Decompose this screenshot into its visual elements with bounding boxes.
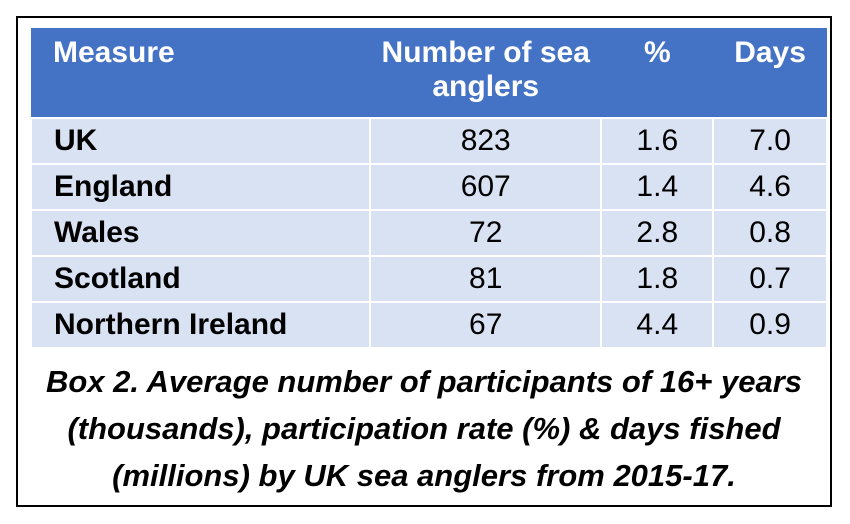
row-label: Scotland	[29, 255, 372, 303]
percent-cell: 4.4	[600, 301, 715, 349]
percent-cell: 1.6	[600, 117, 715, 165]
sea-anglers-table: Measure Number of sea anglers % Days UK …	[29, 28, 828, 349]
header-measure: Measure	[31, 28, 371, 118]
percent-cell: 1.8	[600, 255, 715, 303]
table-row: Wales 72 2.8 0.8	[29, 209, 828, 257]
row-label: Northern Ireland	[29, 301, 372, 349]
caption-line: (millions) by UK sea anglers from 2015-1…	[112, 458, 736, 493]
row-label: Wales	[29, 209, 372, 257]
days-cell: 7.0	[712, 117, 828, 165]
table-row: UK 823 1.6 7.0	[29, 117, 828, 165]
caption-line: (thousands), participation rate (%) & da…	[67, 411, 781, 446]
days-cell: 4.6	[712, 163, 828, 211]
percent-cell: 2.8	[600, 209, 715, 257]
header-days: Days	[713, 28, 827, 118]
number-cell: 67	[369, 301, 603, 349]
header-row: Measure Number of sea anglers % Days	[31, 28, 827, 118]
table-row: Scotland 81 1.8 0.7	[29, 255, 828, 303]
table-frame: Measure Number of sea anglers % Days UK …	[16, 16, 832, 507]
row-label: England	[29, 163, 372, 211]
days-cell: 0.7	[712, 255, 828, 303]
table-caption: Box 2. Average number of participants of…	[18, 358, 830, 499]
number-cell: 72	[369, 209, 603, 257]
table-row: Northern Ireland 67 4.4 0.9	[29, 301, 828, 349]
number-cell: 81	[369, 255, 603, 303]
table-row: England 607 1.4 4.6	[29, 163, 828, 211]
percent-cell: 1.4	[600, 163, 715, 211]
number-cell: 607	[369, 163, 603, 211]
days-cell: 0.9	[712, 301, 828, 349]
number-cell: 823	[369, 117, 603, 165]
days-cell: 0.8	[712, 209, 828, 257]
header-percent: %	[601, 28, 714, 118]
row-label: UK	[29, 117, 372, 165]
header-number-of-sea-anglers: Number of sea anglers	[370, 28, 602, 118]
caption-line: Box 2. Average number of participants of…	[45, 364, 803, 399]
